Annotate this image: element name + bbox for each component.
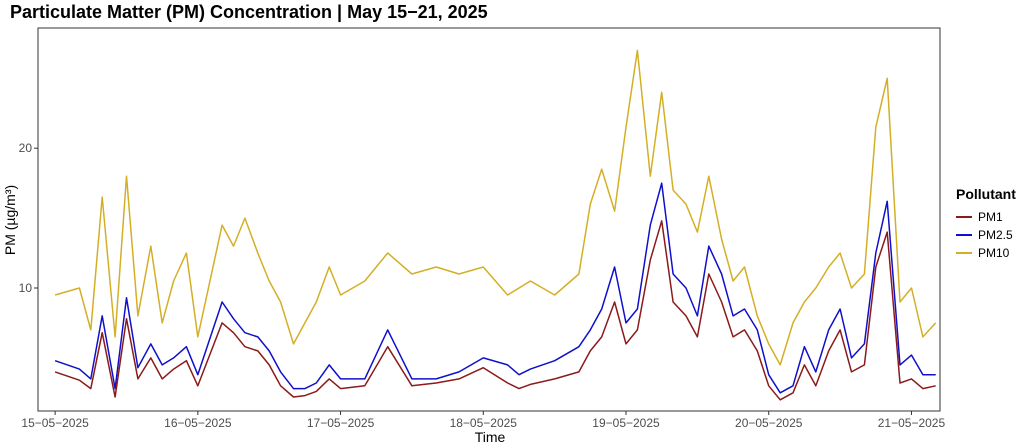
x-tick-label: 18−05−2025	[450, 416, 518, 430]
series-line-pm1	[54, 220, 936, 401]
x-tick-label: 17−05−2025	[307, 416, 375, 430]
legend-item: PM10	[956, 244, 1016, 262]
y-axis-label: PM (µg/m³)	[2, 185, 18, 255]
legend-label: PM2.5	[978, 228, 1013, 242]
series-lines	[54, 49, 937, 401]
chart-title: Particulate Matter (PM) Concentration | …	[10, 2, 488, 22]
legend-item: PM1	[956, 208, 1016, 226]
legend-label: PM1	[978, 210, 1003, 224]
x-axis-label: Time	[475, 429, 506, 445]
plot-panel	[37, 27, 941, 412]
x-tick-label: 20−05−2025	[735, 416, 803, 430]
legend-swatch	[956, 216, 972, 218]
x-tick-label: 15−05−2025	[21, 416, 89, 430]
x-tick-label: 16−05−2025	[164, 416, 232, 430]
x-tick-label: 19−05−2025	[592, 416, 660, 430]
legend-swatch	[956, 252, 972, 254]
y-tick-label: 20	[19, 141, 33, 155]
legend-swatch	[956, 234, 972, 236]
legend-label: PM10	[978, 246, 1010, 260]
x-axis: 15−05−2025 16−05−2025 17−05−2025 18−05−2025…	[21, 411, 945, 430]
legend-item: PM2.5	[956, 226, 1016, 244]
series-line-pm10	[54, 49, 937, 366]
legend: Pollutant PM1 PM2.5 PM10	[956, 186, 1016, 262]
series-line-pm25	[54, 182, 936, 394]
legend-title: Pollutant	[956, 186, 1016, 202]
y-tick-label: 10	[19, 281, 33, 295]
x-tick-label: 21−05−2025	[878, 416, 946, 430]
y-axis: 10 20	[19, 141, 38, 295]
